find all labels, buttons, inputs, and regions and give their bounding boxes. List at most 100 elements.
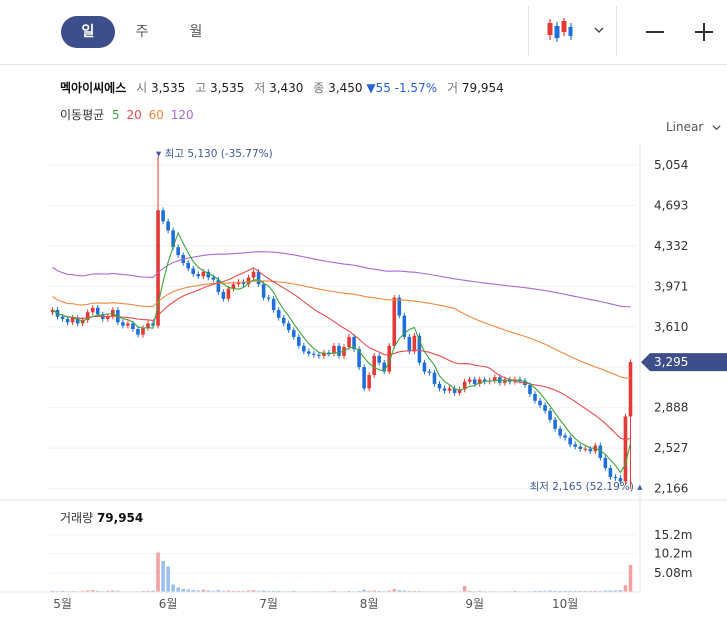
volume-bar bbox=[116, 590, 120, 592]
candle-body bbox=[105, 316, 110, 319]
candle-body bbox=[281, 317, 286, 324]
high-label: 고 bbox=[195, 81, 207, 95]
volume-bar bbox=[206, 590, 211, 592]
volume-bar bbox=[241, 590, 246, 592]
volume-bar bbox=[628, 564, 633, 592]
candle-body bbox=[543, 405, 547, 411]
candle-body bbox=[286, 323, 291, 331]
volume-bar bbox=[372, 590, 376, 592]
tab-weekly[interactable]: 주 bbox=[135, 24, 149, 40]
change-percent: -1.57% bbox=[394, 81, 438, 95]
volume-bar bbox=[231, 590, 236, 592]
tab-monthly[interactable]: 월 bbox=[189, 24, 203, 40]
tab-daily[interactable]: 일 bbox=[61, 16, 115, 48]
ma-5[interactable]: 5 bbox=[112, 108, 120, 122]
candle-body bbox=[166, 221, 170, 231]
volume-bar bbox=[402, 590, 407, 592]
stock-name: 멕아이씨에스 bbox=[60, 81, 127, 95]
candle-body bbox=[548, 410, 552, 420]
candle-body bbox=[528, 385, 532, 395]
volume-bar bbox=[347, 590, 351, 592]
plus-icon-vertical bbox=[703, 23, 705, 41]
x-tick-label: 8월 bbox=[360, 597, 379, 611]
candle-body bbox=[276, 309, 281, 318]
ma-20[interactable]: 20 bbox=[126, 108, 142, 122]
volume-bar bbox=[176, 587, 180, 592]
volume-bar bbox=[412, 590, 417, 592]
candle-body bbox=[176, 247, 180, 256]
candle-body bbox=[186, 262, 191, 269]
volume-bar bbox=[156, 552, 160, 592]
candle-body bbox=[151, 323, 155, 326]
candle-body bbox=[352, 336, 356, 350]
candle-body bbox=[216, 279, 221, 293]
candle-body bbox=[196, 274, 201, 277]
volume-bar bbox=[568, 590, 572, 592]
candle-body bbox=[131, 323, 135, 330]
candle-body bbox=[161, 210, 165, 222]
candle-body bbox=[367, 374, 371, 389]
candle-body bbox=[246, 277, 251, 285]
candle-body bbox=[623, 416, 628, 482]
volume-bar bbox=[191, 590, 196, 592]
ma-120[interactable]: 120 bbox=[170, 108, 194, 122]
candle-body bbox=[261, 284, 266, 298]
zoom-in-button[interactable] bbox=[690, 18, 718, 46]
candle-body bbox=[392, 297, 397, 346]
ma-120-line bbox=[52, 251, 631, 308]
volume-axis-label: 10.2m bbox=[654, 547, 692, 561]
y-tick-label: 5,054 bbox=[654, 158, 688, 172]
minus-icon bbox=[646, 31, 664, 33]
volume-bar bbox=[548, 590, 552, 592]
y-tick-label: 4,332 bbox=[654, 239, 688, 253]
volume-bar bbox=[196, 590, 201, 592]
open-label: 시 bbox=[136, 81, 148, 95]
ma-60[interactable]: 60 bbox=[148, 108, 164, 122]
volume-bar bbox=[407, 590, 412, 592]
volume-bar bbox=[166, 566, 170, 592]
candle-body bbox=[518, 379, 522, 381]
candle-body bbox=[271, 298, 276, 310]
volume-bar bbox=[618, 590, 623, 592]
candle-body bbox=[211, 277, 216, 280]
candle-body bbox=[231, 284, 236, 289]
candle-body bbox=[417, 335, 422, 363]
volume-bar bbox=[608, 590, 613, 592]
volume-axis-label: 15.2m bbox=[654, 528, 692, 542]
volume-bar bbox=[186, 589, 191, 592]
volume-bar bbox=[563, 590, 567, 592]
high-value: 3,535 bbox=[210, 81, 245, 95]
candle-body bbox=[171, 230, 175, 248]
volume-bar bbox=[377, 590, 381, 592]
candle-body bbox=[442, 388, 447, 391]
volume-bar bbox=[543, 590, 547, 592]
candle-body bbox=[307, 351, 311, 354]
candle-body bbox=[427, 371, 432, 373]
candle-body bbox=[121, 322, 125, 326]
candle-body bbox=[588, 448, 593, 452]
volume-bar bbox=[387, 590, 392, 592]
candle-body bbox=[467, 379, 472, 382]
volume-bar bbox=[623, 585, 628, 592]
candle-body bbox=[603, 457, 608, 468]
volume-bar bbox=[603, 590, 608, 592]
candle-body bbox=[573, 444, 578, 447]
top-toolbar: 일 주 월 bbox=[0, 0, 727, 65]
candle-body bbox=[236, 281, 241, 285]
volume-bar bbox=[553, 590, 557, 592]
candle-body bbox=[75, 317, 80, 324]
chart-type-button[interactable] bbox=[540, 14, 618, 50]
volume-panel-label: 거래량 bbox=[60, 511, 94, 525]
volume-bar bbox=[80, 590, 85, 592]
candle-body bbox=[492, 377, 497, 381]
candle-body bbox=[558, 428, 562, 436]
x-tick-label: 5월 bbox=[53, 597, 72, 611]
scale-selector[interactable]: Linear bbox=[666, 120, 722, 134]
volume-bar bbox=[276, 590, 281, 592]
candle-body bbox=[553, 419, 557, 429]
min-price-annotation: 최저 2,165 (52.19%) ▴ bbox=[530, 481, 644, 493]
candle-body bbox=[382, 362, 387, 372]
zoom-out-button[interactable] bbox=[640, 20, 670, 44]
volume-bar bbox=[583, 590, 588, 592]
